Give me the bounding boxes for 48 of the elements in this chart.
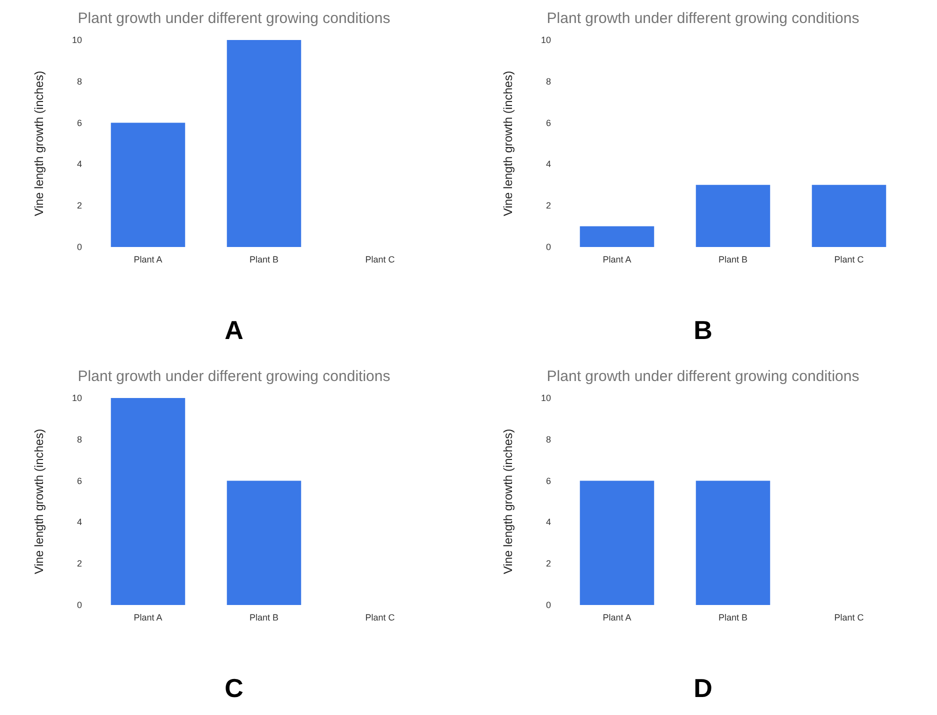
x-tick-label: Plant A <box>134 612 162 622</box>
y-tick-label: 6 <box>76 118 82 128</box>
x-tick-label: Plant B <box>718 254 748 264</box>
y-tick-label: 8 <box>76 434 82 444</box>
x-tick-label: Plant B <box>718 612 748 622</box>
y-axis-title: Vine length growth (inches) <box>501 70 515 216</box>
text: D <box>694 673 712 703</box>
x-tick-label: Plant B <box>249 254 279 264</box>
y-axis-title: Vine length growth (inches) <box>32 70 46 216</box>
y-tick-label: 0 <box>76 600 82 610</box>
y-tick-label: 10 <box>72 35 82 45</box>
chart-title: Plant growth under different growing conditions <box>546 368 860 385</box>
y-tick-label: 4 <box>76 159 82 170</box>
chart-title: Plant growth under different growing conditions <box>78 10 390 27</box>
x-tick-label: Plant B <box>249 612 279 622</box>
y-tick-label: 10 <box>540 35 551 45</box>
y-tick-label: 6 <box>546 118 551 128</box>
x-tick-label: Plant A <box>602 254 632 264</box>
y-axis-title: Vine length growth (inches) <box>32 428 46 574</box>
y-tick-label: 10 <box>540 393 551 403</box>
x-tick-label: Plant C <box>365 612 396 622</box>
x-tick-label: Plant C <box>834 254 864 264</box>
y-tick-label: 8 <box>76 76 82 86</box>
y-tick-label: 2 <box>546 200 551 211</box>
y-tick-label: 0 <box>546 600 551 610</box>
text: C <box>224 673 244 703</box>
y-tick-label: 4 <box>76 517 82 528</box>
x-tick-label: Plant C <box>834 612 864 622</box>
chart-title: Plant growth under different growing conditions <box>546 10 860 27</box>
y-tick-label: 8 <box>546 434 551 444</box>
y-tick-label: 0 <box>546 242 551 252</box>
text: A <box>224 315 244 345</box>
y-tick-label: 6 <box>546 476 551 486</box>
y-axis-title: Vine length growth (inches) <box>501 428 515 574</box>
x-tick-label: Plant A <box>602 612 632 622</box>
y-tick-label: 6 <box>76 476 82 486</box>
y-tick-label: 2 <box>546 558 551 569</box>
y-tick-label: 4 <box>546 159 551 170</box>
y-tick-label: 2 <box>76 200 82 211</box>
y-tick-label: 10 <box>72 393 82 403</box>
text: B <box>694 315 712 345</box>
x-tick-label: Plant A <box>134 254 162 264</box>
chart-title: Plant growth under different growing conditions <box>78 368 390 385</box>
y-tick-label: 2 <box>76 558 82 569</box>
x-tick-label: Plant C <box>365 254 396 264</box>
y-tick-label: 8 <box>546 76 551 86</box>
y-tick-label: 0 <box>76 242 82 252</box>
y-tick-label: 4 <box>546 517 551 528</box>
